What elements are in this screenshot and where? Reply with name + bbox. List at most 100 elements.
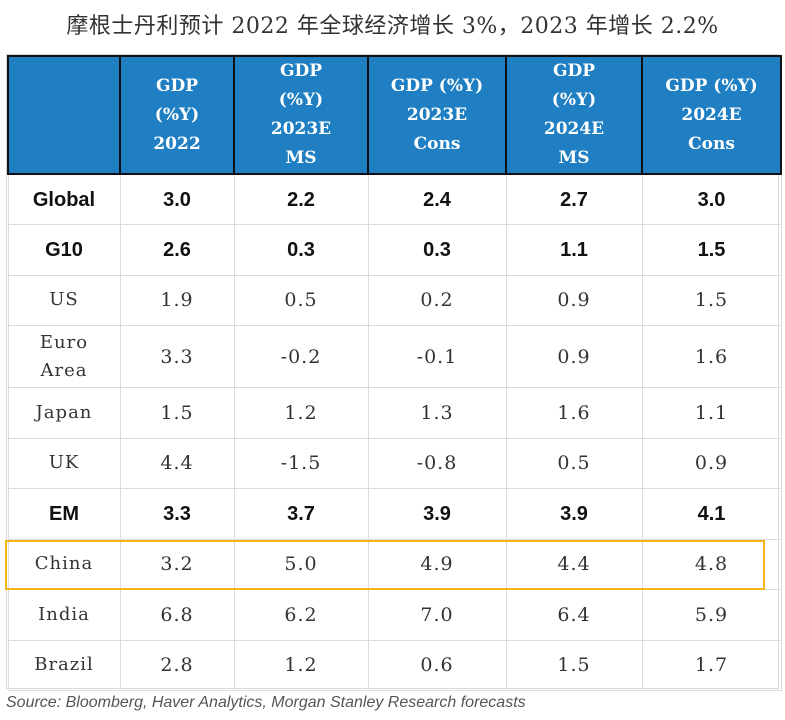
row-label-line: Brazil <box>34 654 94 676</box>
table-row: Euro Area 3.3 -0.2 -0.1 0.9 1.6 <box>7 325 782 388</box>
row-label-line: India <box>38 603 90 625</box>
value-cell: 4.1 <box>641 488 782 540</box>
column-header-2: GDP (%Y) 2023E MS <box>233 55 369 175</box>
gdp-table-container: GDP (%Y) 2022 GDP (%Y) 2023E MS GDP (%Y) 2023E Co… <box>6 54 782 691</box>
column-header-line: 2022 <box>153 133 201 154</box>
value-cell: 1.7 <box>641 639 782 691</box>
source-note: Source: Bloomberg, Haver Analytics, Morg… <box>6 694 526 711</box>
row-label-line: Euro <box>39 331 89 353</box>
value-cell: 4.9 <box>367 538 507 590</box>
value-cell: 1.5 <box>505 639 643 691</box>
row-label: UK <box>7 437 121 489</box>
value-cell: 3.9 <box>367 488 507 540</box>
table-row: Global 3.0 2.2 2.4 2.7 3.0 <box>7 173 782 225</box>
value-cell: 0.3 <box>367 224 507 276</box>
gdp-forecast-table: GDP (%Y) 2022 GDP (%Y) 2023E MS GDP (%Y) 2023E Co… <box>7 55 782 691</box>
value-cell: 0.2 <box>367 274 507 326</box>
column-header-line: GDP (%Y) <box>390 75 484 96</box>
table-row: China 3.2 5.0 4.9 4.4 4.8 <box>7 538 782 590</box>
value-cell: 0.5 <box>505 437 643 489</box>
row-label: EM <box>7 488 121 540</box>
value-cell: -0.2 <box>233 325 369 388</box>
row-label: Euro Area <box>7 325 121 388</box>
column-header-line: (%Y) <box>551 90 597 110</box>
column-header-line: GDP <box>155 75 199 96</box>
value-cell: 1.2 <box>233 387 369 439</box>
row-label: Global <box>7 173 121 225</box>
column-header-line: GDP <box>279 61 323 81</box>
value-cell: 1.5 <box>641 274 782 326</box>
table-row: India 6.8 6.2 7.0 6.4 5.9 <box>7 589 782 641</box>
row-label-line: China <box>34 553 94 575</box>
value-cell: 2.4 <box>367 173 507 225</box>
value-cell: -0.1 <box>367 325 507 388</box>
row-label-line: Area <box>40 359 88 381</box>
table-row: UK 4.4 -1.5 -0.8 0.5 0.9 <box>7 437 782 489</box>
column-header-line: MS <box>285 148 317 168</box>
column-header-3: GDP (%Y) 2023E Cons <box>367 55 507 175</box>
table-body: Global 3.0 2.2 2.4 2.7 3.0 G10 2.6 0.3 0.3 1.1 1.5 U… <box>7 173 782 691</box>
table-row: US 1.9 0.5 0.2 0.9 1.5 <box>7 274 782 326</box>
value-cell: 3.7 <box>233 488 369 540</box>
row-label-line: US <box>49 289 79 311</box>
column-header-line: GDP (%Y) <box>665 75 758 96</box>
value-cell: 4.8 <box>641 538 782 590</box>
row-label-line: Japan <box>35 401 93 423</box>
value-cell: 5.0 <box>233 538 369 590</box>
value-cell: 0.5 <box>233 274 369 326</box>
row-label-line: G10 <box>45 238 83 261</box>
value-cell: 3.0 <box>119 173 235 225</box>
row-label: Brazil <box>7 639 121 691</box>
column-header-line: 2023E <box>406 104 468 125</box>
column-header-line: (%Y) <box>154 104 200 125</box>
column-header-1: GDP (%Y) 2022 <box>119 55 235 175</box>
chart-title: 摩根士丹利预计 2022 年全球经济增长 3%，2023 年增长 2.2% <box>66 14 719 39</box>
value-cell: 3.2 <box>119 538 235 590</box>
table-row: EM 3.3 3.7 3.9 3.9 4.1 <box>7 488 782 540</box>
value-cell: -1.5 <box>233 437 369 489</box>
value-cell: 0.9 <box>505 325 643 388</box>
value-cell: 6.8 <box>119 589 235 641</box>
value-cell: 6.2 <box>233 589 369 641</box>
column-header-4: GDP (%Y) 2024E MS <box>505 55 643 175</box>
value-cell: 3.3 <box>119 488 235 540</box>
value-cell: -0.8 <box>367 437 507 489</box>
value-cell: 3.0 <box>641 173 782 225</box>
value-cell: 2.2 <box>233 173 369 225</box>
value-cell: 5.9 <box>641 589 782 641</box>
value-cell: 1.1 <box>505 224 643 276</box>
row-label-line: Global <box>32 188 96 211</box>
column-header-line: (%Y) <box>278 90 324 110</box>
row-label-line: EM <box>49 502 79 525</box>
row-label: China <box>7 538 121 590</box>
value-cell: 1.5 <box>119 387 235 439</box>
value-cell: 0.3 <box>233 224 369 276</box>
value-cell: 7.0 <box>367 589 507 641</box>
value-cell: 0.9 <box>505 274 643 326</box>
column-header-line: Cons <box>688 133 735 154</box>
column-header-line: 2024E <box>543 119 605 139</box>
column-header-line: GDP <box>552 61 596 81</box>
row-label: G10 <box>7 224 121 276</box>
value-cell: 2.7 <box>505 173 643 225</box>
value-cell: 0.9 <box>641 437 782 489</box>
value-cell: 2.8 <box>119 639 235 691</box>
value-cell: 4.4 <box>119 437 235 489</box>
column-header-line: 2024E <box>681 104 742 125</box>
value-cell: 4.4 <box>505 538 643 590</box>
value-cell: 1.3 <box>367 387 507 439</box>
value-cell: 1.5 <box>641 224 782 276</box>
value-cell: 1.2 <box>233 639 369 691</box>
column-header-line: 2023E <box>270 119 332 139</box>
column-header-5: GDP (%Y) 2024E Cons <box>641 55 782 175</box>
value-cell: 0.6 <box>367 639 507 691</box>
value-cell: 3.3 <box>119 325 235 388</box>
value-cell: 1.1 <box>641 387 782 439</box>
column-header-line: Cons <box>413 133 461 154</box>
table-row: Japan 1.5 1.2 1.3 1.6 1.1 <box>7 387 782 439</box>
table-row: Brazil 2.8 1.2 0.6 1.5 1.7 <box>7 639 782 691</box>
row-label: US <box>7 274 121 326</box>
value-cell: 1.9 <box>119 274 235 326</box>
value-cell: 6.4 <box>505 589 643 641</box>
value-cell: 3.9 <box>505 488 643 540</box>
